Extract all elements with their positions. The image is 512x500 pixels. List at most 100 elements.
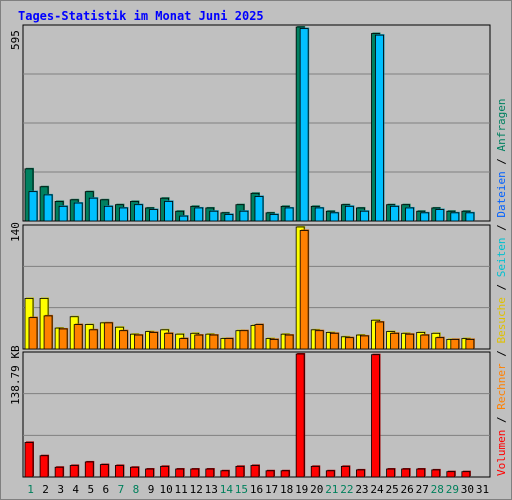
day-label-27: 27 bbox=[416, 483, 429, 496]
bar-dateien-day-17 bbox=[269, 214, 279, 222]
day-label-16: 16 bbox=[250, 483, 263, 496]
bar-rechner-day-26 bbox=[405, 333, 415, 350]
bar-dateien-day-26 bbox=[405, 207, 415, 222]
requests-files-panel bbox=[22, 24, 491, 222]
day-label-3: 3 bbox=[57, 483, 64, 496]
bar-rechner-day-8 bbox=[134, 334, 143, 350]
legend-sep-3: / bbox=[495, 284, 508, 291]
legend-sep-5: / bbox=[495, 158, 508, 165]
bar-rechner-day-24 bbox=[375, 321, 384, 350]
bar-dateien-day-25 bbox=[390, 205, 399, 222]
bar-dateien-day-2 bbox=[43, 194, 53, 222]
day-label-14: 14 bbox=[220, 483, 234, 496]
bar-dateien-day-22 bbox=[344, 205, 354, 222]
bar-volumen-day-17 bbox=[265, 470, 275, 478]
bar-volumen-day-1 bbox=[24, 442, 34, 478]
bar-rechner-day-18 bbox=[284, 334, 294, 350]
bar-volumen-day-14 bbox=[220, 470, 230, 478]
day-label-15: 15 bbox=[235, 483, 248, 496]
bar-rechner-day-28 bbox=[435, 337, 445, 350]
bar-dateien-day-5 bbox=[88, 197, 98, 222]
bar-volumen-day-24 bbox=[371, 354, 380, 478]
bar-volumen-day-16 bbox=[250, 465, 260, 478]
bar-rechner-day-3 bbox=[58, 328, 68, 350]
bar-volumen-day-27 bbox=[416, 468, 426, 478]
bar-volumen-day-15 bbox=[235, 465, 245, 478]
bar-dateien-day-21 bbox=[329, 212, 339, 222]
day-label-8: 8 bbox=[133, 483, 140, 496]
day-label-17: 17 bbox=[265, 483, 278, 496]
day-label-24: 24 bbox=[370, 483, 384, 496]
bar-dateien-day-4 bbox=[73, 202, 83, 222]
bar-rechner-day-15 bbox=[239, 330, 249, 350]
day-label-7: 7 bbox=[118, 483, 125, 496]
day-labels: 1 2 3 4 5 6 7 8 9 10 11 12 13 14 15 16 17 18 19 20 21 22 23 24 2… bbox=[27, 483, 489, 496]
bar-dateien-day-19 bbox=[299, 28, 309, 222]
bar-volumen-day-6 bbox=[99, 464, 109, 478]
day-label-20: 20 bbox=[310, 483, 323, 496]
day-label-31: 31 bbox=[476, 483, 489, 496]
bar-volumen-day-28 bbox=[431, 469, 441, 478]
bar-volumen-day-19 bbox=[295, 353, 305, 478]
day-label-4: 4 bbox=[72, 483, 79, 496]
bar-volumen-day-30 bbox=[461, 471, 471, 478]
bar-volumen-day-7 bbox=[114, 465, 124, 478]
bar-rechner-day-29 bbox=[450, 339, 460, 350]
bar-volumen-day-20 bbox=[310, 465, 320, 478]
bar-rechner-day-22 bbox=[344, 337, 354, 350]
bar-volumen-day-29 bbox=[446, 471, 456, 478]
day-label-2: 2 bbox=[42, 483, 49, 496]
day-label-28: 28 bbox=[431, 483, 444, 496]
bar-rechner-day-9 bbox=[149, 332, 158, 350]
day-label-9: 9 bbox=[148, 483, 155, 496]
bar-rechner-day-6 bbox=[103, 322, 113, 350]
bar-dateien-day-23 bbox=[360, 210, 369, 222]
bar-dateien-day-29 bbox=[450, 212, 460, 222]
volume-panel bbox=[22, 351, 491, 478]
bar-volumen-day-11 bbox=[175, 468, 185, 478]
legend-rechner: Rechner bbox=[495, 363, 508, 410]
legend-sep-4: / bbox=[495, 224, 508, 231]
day-label-5: 5 bbox=[87, 483, 94, 496]
bar-rechner-day-7 bbox=[118, 330, 128, 350]
bar-dateien-day-6 bbox=[103, 205, 113, 222]
bar-dateien-day-1 bbox=[28, 191, 38, 222]
bottom-scale-label: 138.79 KB bbox=[9, 345, 22, 405]
bar-dateien-day-10 bbox=[164, 201, 173, 222]
legend-sep-2: / bbox=[495, 350, 508, 357]
bar-volumen-day-25 bbox=[386, 468, 395, 478]
panel-bottom-background bbox=[22, 351, 491, 478]
bar-volumen-day-10 bbox=[160, 465, 169, 478]
bar-volumen-day-2 bbox=[39, 455, 49, 478]
day-label-22: 22 bbox=[340, 483, 353, 496]
bar-rechner-day-17 bbox=[269, 339, 279, 350]
day-label-6: 6 bbox=[103, 483, 110, 496]
bar-rechner-day-27 bbox=[420, 334, 430, 350]
bar-volumen-day-23 bbox=[356, 469, 365, 478]
bar-rechner-day-19 bbox=[299, 230, 309, 350]
bar-rechner-day-25 bbox=[390, 332, 399, 350]
bar-dateien-day-8 bbox=[134, 204, 143, 222]
day-label-18: 18 bbox=[280, 483, 293, 496]
bar-dateien-day-28 bbox=[435, 209, 445, 222]
bar-rechner-day-4 bbox=[73, 324, 83, 350]
bar-volumen-day-13 bbox=[205, 468, 215, 478]
bar-volumen-day-3 bbox=[54, 466, 64, 478]
bar-dateien-day-7 bbox=[118, 207, 128, 222]
bar-rechner-day-12 bbox=[194, 334, 204, 350]
bar-dateien-day-27 bbox=[420, 212, 430, 222]
bar-rechner-day-10 bbox=[164, 332, 173, 350]
chart-title: Tages-Statistik im Monat Juni 2025 bbox=[18, 9, 264, 23]
day-label-29: 29 bbox=[446, 483, 459, 496]
bar-rechner-day-23 bbox=[360, 335, 369, 350]
bar-rechner-day-1 bbox=[28, 317, 38, 350]
bar-volumen-day-9 bbox=[145, 468, 154, 478]
right-legend: Volumen / Rechner / Besuche / Seiten / D… bbox=[495, 98, 508, 476]
top-scale-label: 595 bbox=[9, 30, 22, 50]
legend-dateien: Dateien bbox=[495, 171, 508, 217]
bar-volumen-day-21 bbox=[325, 470, 335, 478]
bar-dateien-day-14 bbox=[224, 214, 234, 222]
bar-rechner-day-11 bbox=[179, 338, 189, 350]
day-label-11: 11 bbox=[175, 483, 188, 496]
